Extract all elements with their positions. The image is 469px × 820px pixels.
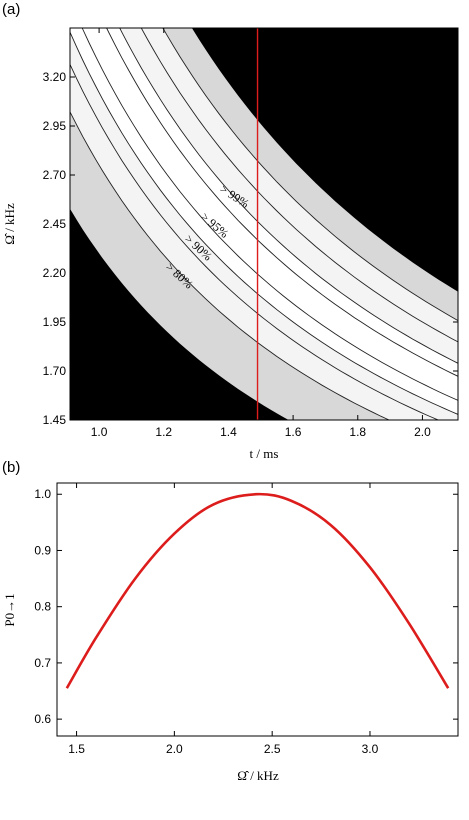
x-tick-label: 1.2 [155, 425, 172, 439]
y-tick-label: 1.0 [34, 487, 51, 501]
y-tick-label: 0.8 [34, 600, 51, 614]
contour-line [162, 28, 458, 321]
y-tick-label: 2.20 [43, 266, 67, 280]
y-tick-label: 1.45 [43, 413, 67, 427]
x-axis-ticks-a: 1.0 1.2 1.4 1.6 1.8 2.0 [91, 28, 431, 439]
y-axis-title-a: Ω̂ / kHz [2, 203, 17, 245]
y-tick-label: 1.70 [43, 364, 67, 378]
x-tick-label: 2.0 [166, 742, 183, 756]
contour-line [140, 28, 458, 343]
y-axis-title-b: P0→1 [2, 593, 17, 626]
contour-line [70, 32, 458, 415]
probability-regions [70, 28, 458, 420]
line-panel: 1.5 2.0 2.5 3.0 0.6 0.7 0.8 0.9 1.0 Ω̂ / kHz P0… [2, 482, 459, 783]
x-tick-label: 1.6 [285, 425, 302, 439]
y-tick-label: 2.70 [43, 168, 67, 182]
y-axis-ticks-a: 1.45 1.70 1.95 2.20 2.45 2.70 2.95 3.20 [43, 70, 458, 427]
y-tick-label: 0.7 [34, 656, 51, 670]
contour-lines [70, 28, 458, 420]
contour-line [70, 64, 440, 420]
x-tick-label: 2.5 [264, 742, 281, 756]
y-tick-label: 2.95 [43, 119, 67, 133]
x-axis-title-a: t / ms [250, 446, 279, 461]
contour-line [119, 28, 458, 364]
plot-frame-b [56, 482, 459, 737]
region-above-95 [70, 28, 458, 415]
panel-a-label: (a) [2, 1, 20, 18]
y-tick-label: 0.6 [34, 712, 51, 726]
y-axis-ticks-b: 0.6 0.7 0.8 0.9 1.0 [34, 487, 458, 726]
contour-line [81, 28, 458, 401]
series-line [65, 492, 450, 689]
panel-b-label: (b) [2, 459, 20, 476]
y-tick-label: 1.95 [43, 315, 67, 329]
contour-line [70, 111, 391, 420]
contour-line [106, 28, 458, 377]
y-tick-label: 0.9 [34, 543, 51, 557]
x-tick-label: 1.8 [349, 425, 366, 439]
x-tick-label: 1.5 [68, 742, 85, 756]
y-tick-label: 3.20 [43, 70, 67, 84]
contour-panel: > 80% > 90% > 95% > 99% 1.0 1.2 1.4 1.6 1.8 2… [2, 27, 459, 461]
y-tick-label: 2.45 [43, 217, 67, 231]
x-tick-label: 3.0 [362, 742, 379, 756]
x-tick-label: 1.0 [91, 425, 108, 439]
x-tick-label: 1.4 [220, 425, 237, 439]
x-axis-title-b: Ω̂ / kHz [237, 768, 279, 783]
x-axis-ticks-b: 1.5 2.0 2.5 3.0 [68, 483, 379, 756]
x-tick-label: 2.0 [414, 425, 431, 439]
